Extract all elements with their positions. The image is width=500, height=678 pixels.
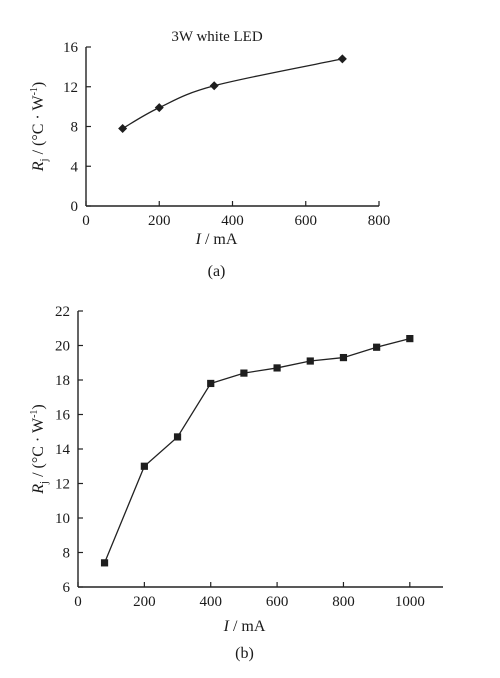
chart-caption: (b) bbox=[235, 645, 254, 662]
x-tick-label: 200 bbox=[148, 213, 171, 229]
x-axis-label: I / mA bbox=[223, 618, 266, 635]
y-axis-label-close: ) bbox=[30, 82, 47, 87]
data-point bbox=[406, 335, 414, 343]
x-tick-label: 200 bbox=[133, 594, 156, 610]
chart-panel-a: 0 4 8 12 16 0 200 400 600 800 3W white LED I / mA Rj… bbox=[29, 29, 390, 280]
y-axis-label-sub: j bbox=[38, 158, 50, 162]
x-tick-label: 600 bbox=[295, 213, 318, 229]
y-tick-label: 12 bbox=[63, 80, 78, 96]
x-tick-label: 800 bbox=[332, 594, 355, 610]
chart-caption: (a) bbox=[208, 263, 226, 280]
x-tick-label: 400 bbox=[199, 594, 222, 610]
data-point bbox=[209, 81, 219, 91]
y-tick-label: 8 bbox=[63, 546, 71, 562]
data-point bbox=[273, 364, 281, 372]
y-axis-label-sup: -1 bbox=[29, 410, 40, 418]
x-axis-label-var: I bbox=[223, 618, 230, 635]
y-tick-label: 0 bbox=[71, 199, 79, 215]
data-point bbox=[373, 343, 381, 351]
x-tick-label: 800 bbox=[368, 213, 391, 229]
y-tick-label: 16 bbox=[63, 40, 79, 56]
chart-panel-b: 6 8 10 12 14 16 18 20 22 0 200 400 600 800 1000 I / mA R… bbox=[29, 304, 443, 662]
x-axis-label-unit: / mA bbox=[201, 231, 238, 248]
data-point bbox=[337, 54, 347, 64]
data-point bbox=[207, 379, 215, 388]
y-tick-label: 20 bbox=[55, 339, 70, 355]
x-tick-label: 400 bbox=[221, 213, 244, 229]
y-tick-label: 12 bbox=[55, 477, 70, 493]
y-tick-label: 8 bbox=[71, 120, 79, 136]
data-point bbox=[240, 369, 248, 377]
data-point bbox=[339, 353, 348, 362]
y-tick-label: 16 bbox=[55, 408, 71, 424]
data-point bbox=[100, 559, 109, 567]
y-axis-label-sub: j bbox=[38, 481, 50, 485]
y-tick-label: 18 bbox=[55, 373, 70, 389]
series-line bbox=[122, 58, 343, 130]
y-tick-label: 22 bbox=[55, 304, 70, 320]
y-axis-label: Rj / (°C · W-1) bbox=[29, 82, 50, 173]
y-tick-label: 6 bbox=[63, 580, 71, 596]
x-tick-label: 0 bbox=[82, 213, 90, 229]
data-point bbox=[154, 103, 164, 113]
y-axis-label: Rj / (°C · W-1) bbox=[29, 404, 50, 495]
y-tick-label: 14 bbox=[55, 442, 71, 458]
y-axis-label-sup: -1 bbox=[29, 87, 40, 95]
x-axis-label: I / mA bbox=[195, 231, 238, 248]
x-tick-label: 600 bbox=[266, 594, 289, 610]
x-tick-label: 0 bbox=[74, 594, 82, 610]
y-axis-label-unit: / (°C · W bbox=[30, 95, 47, 159]
chart-title: 3W white LED bbox=[171, 29, 263, 45]
x-axis-label-var: I bbox=[195, 231, 202, 248]
y-axis-label-var: R bbox=[30, 161, 47, 172]
y-axis-label-unit: / (°C · W bbox=[30, 417, 47, 481]
y-axis-label-var: R bbox=[30, 484, 47, 495]
data-point bbox=[140, 462, 148, 470]
y-tick-label: 10 bbox=[55, 511, 70, 527]
y-axis-label-close: ) bbox=[30, 404, 47, 409]
series-line bbox=[103, 337, 410, 564]
y-tick-label: 4 bbox=[71, 159, 79, 175]
data-point bbox=[118, 123, 128, 133]
x-axis-label-unit: / mA bbox=[229, 618, 266, 635]
data-point bbox=[306, 357, 314, 365]
data-point bbox=[173, 433, 182, 441]
x-tick-label: 1000 bbox=[395, 594, 425, 610]
